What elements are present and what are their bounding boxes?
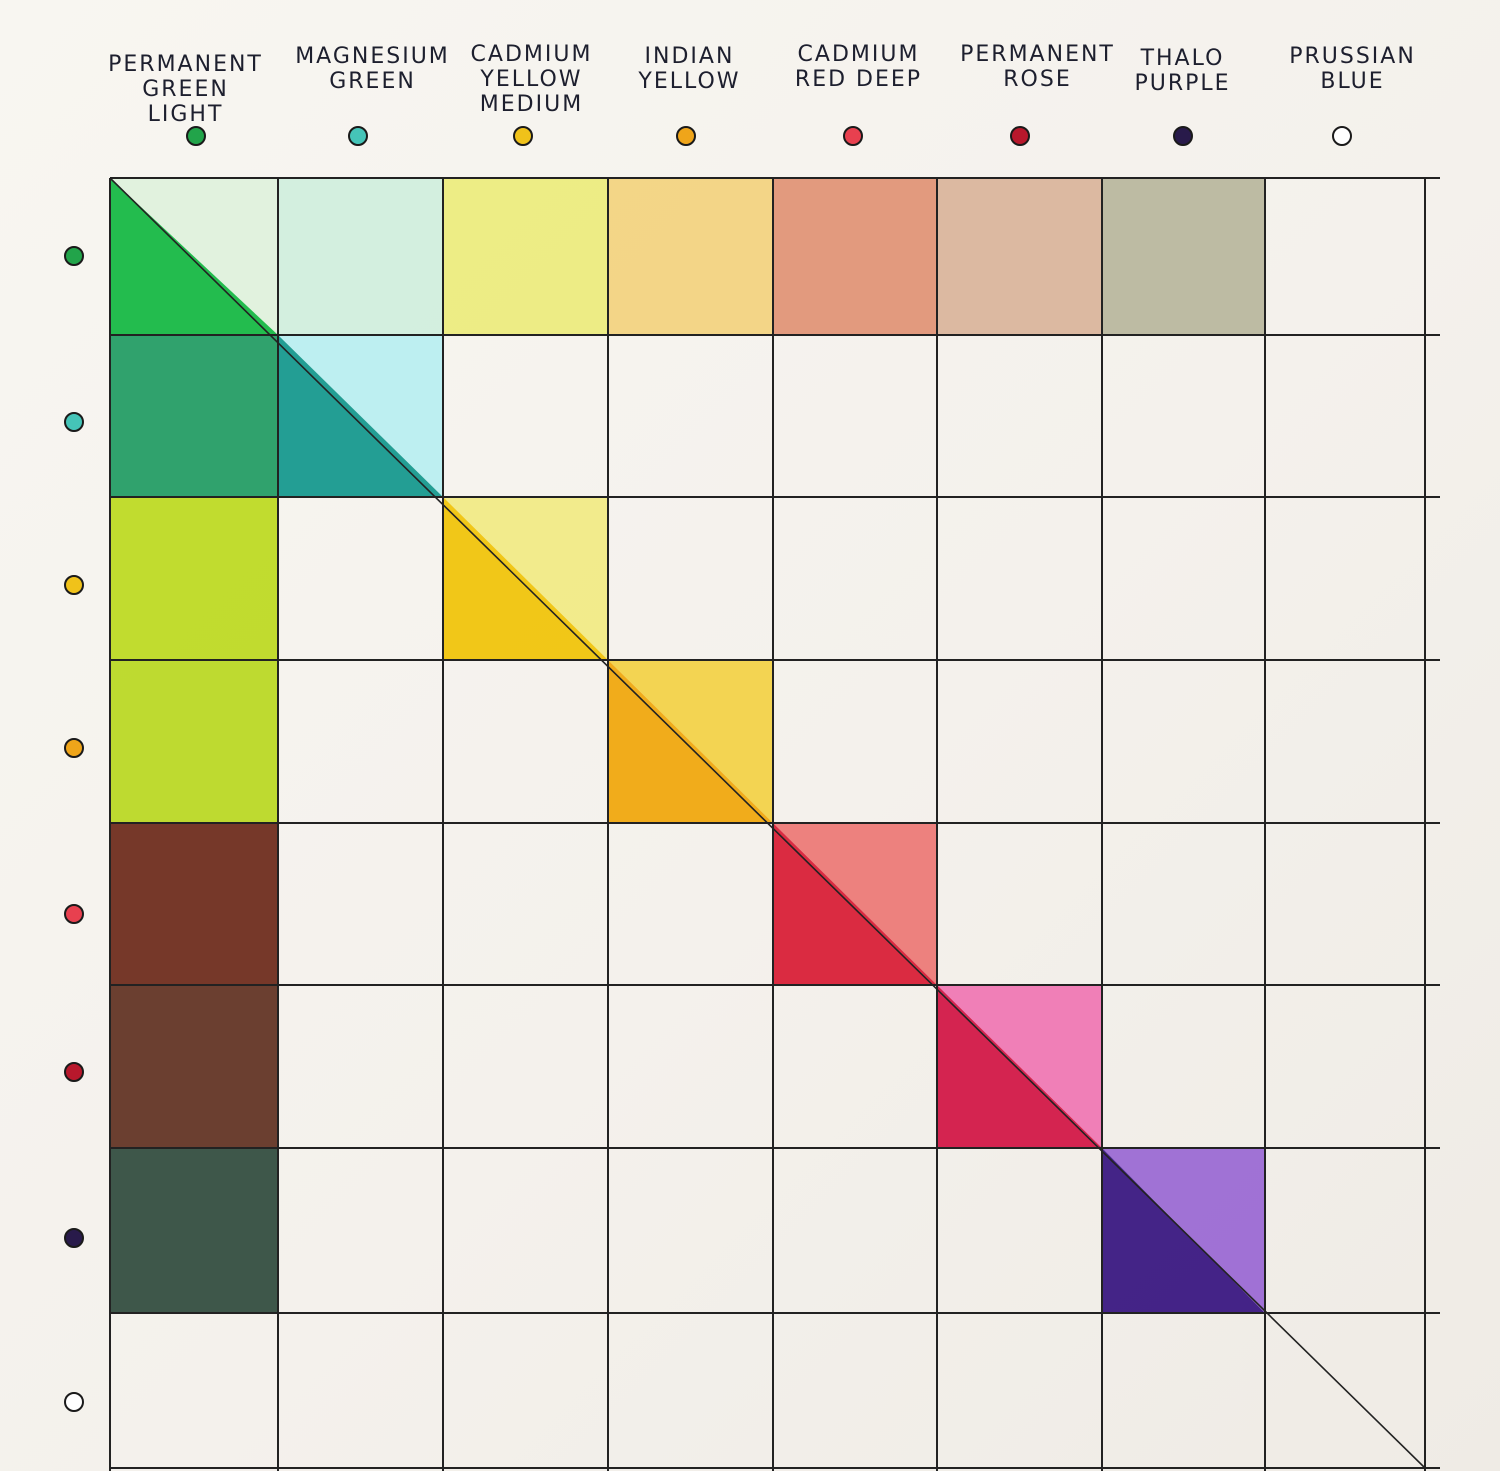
color-dot-left xyxy=(64,904,84,924)
swatch-row0-col4 xyxy=(773,178,937,335)
color-dot-left xyxy=(64,738,84,758)
swatch-col0-row6 xyxy=(110,1148,278,1313)
diagonal-dark-triangle-4 xyxy=(773,823,937,985)
swatch-row0-col2 xyxy=(443,178,608,335)
color-dot-top xyxy=(1332,126,1352,146)
color-dot-top xyxy=(1010,126,1030,146)
column-label-prussian-blue: PRUSSIAN BLUE xyxy=(1289,44,1416,94)
column-label-cadmium-red-deep: CADMIUM RED DEEP xyxy=(794,42,923,92)
column-label-permanent-green-light: PERMANENT GREEN LIGHT xyxy=(108,52,263,127)
column-label-thalo-purple: THALO PURPLE xyxy=(1134,46,1231,96)
diagonal-line xyxy=(109,177,1426,1469)
color-dot-left xyxy=(64,1062,84,1082)
swatch-col0-row1 xyxy=(110,335,278,497)
swatch-col0-row5 xyxy=(110,985,278,1148)
color-dot-top xyxy=(186,126,206,146)
swatch-col0-row2 xyxy=(110,497,278,660)
column-label-indian-yellow: INDIAN YELLOW xyxy=(638,44,741,94)
color-dot-left xyxy=(64,246,84,266)
color-dot-top xyxy=(513,126,533,146)
swatch-row0-col3 xyxy=(608,178,773,335)
diagonal-dark-triangle-0 xyxy=(110,178,278,335)
swatch-row0-col6 xyxy=(1102,178,1265,335)
column-label-magnesium-green: MAGNESIUM GREEN xyxy=(295,44,450,94)
color-dot-top xyxy=(1173,126,1193,146)
color-dot-left xyxy=(64,1392,84,1412)
column-label-permanent-rose: PERMANENT ROSE xyxy=(960,42,1115,92)
swatch-row0-col5 xyxy=(937,178,1102,335)
color-dot-top xyxy=(676,126,696,146)
color-dot-left xyxy=(64,412,84,432)
diagonal-dark-triangle-3 xyxy=(608,660,773,823)
color-dot-top xyxy=(348,126,368,146)
color-dot-left xyxy=(64,575,84,595)
swatch-row0-col1 xyxy=(278,178,443,335)
diagonal-dark-triangle-5 xyxy=(937,985,1102,1148)
color-dot-left xyxy=(64,1228,84,1248)
swatch-col0-row3 xyxy=(110,660,278,823)
column-label-cadmium-yellow-medium: CADMIUM YELLOW MEDIUM xyxy=(470,42,593,117)
diagonal-dark-triangle-2 xyxy=(443,497,608,660)
color-dot-top xyxy=(843,126,863,146)
diagonal-dark-triangle-1 xyxy=(278,335,443,497)
swatch-col0-row4 xyxy=(110,823,278,985)
